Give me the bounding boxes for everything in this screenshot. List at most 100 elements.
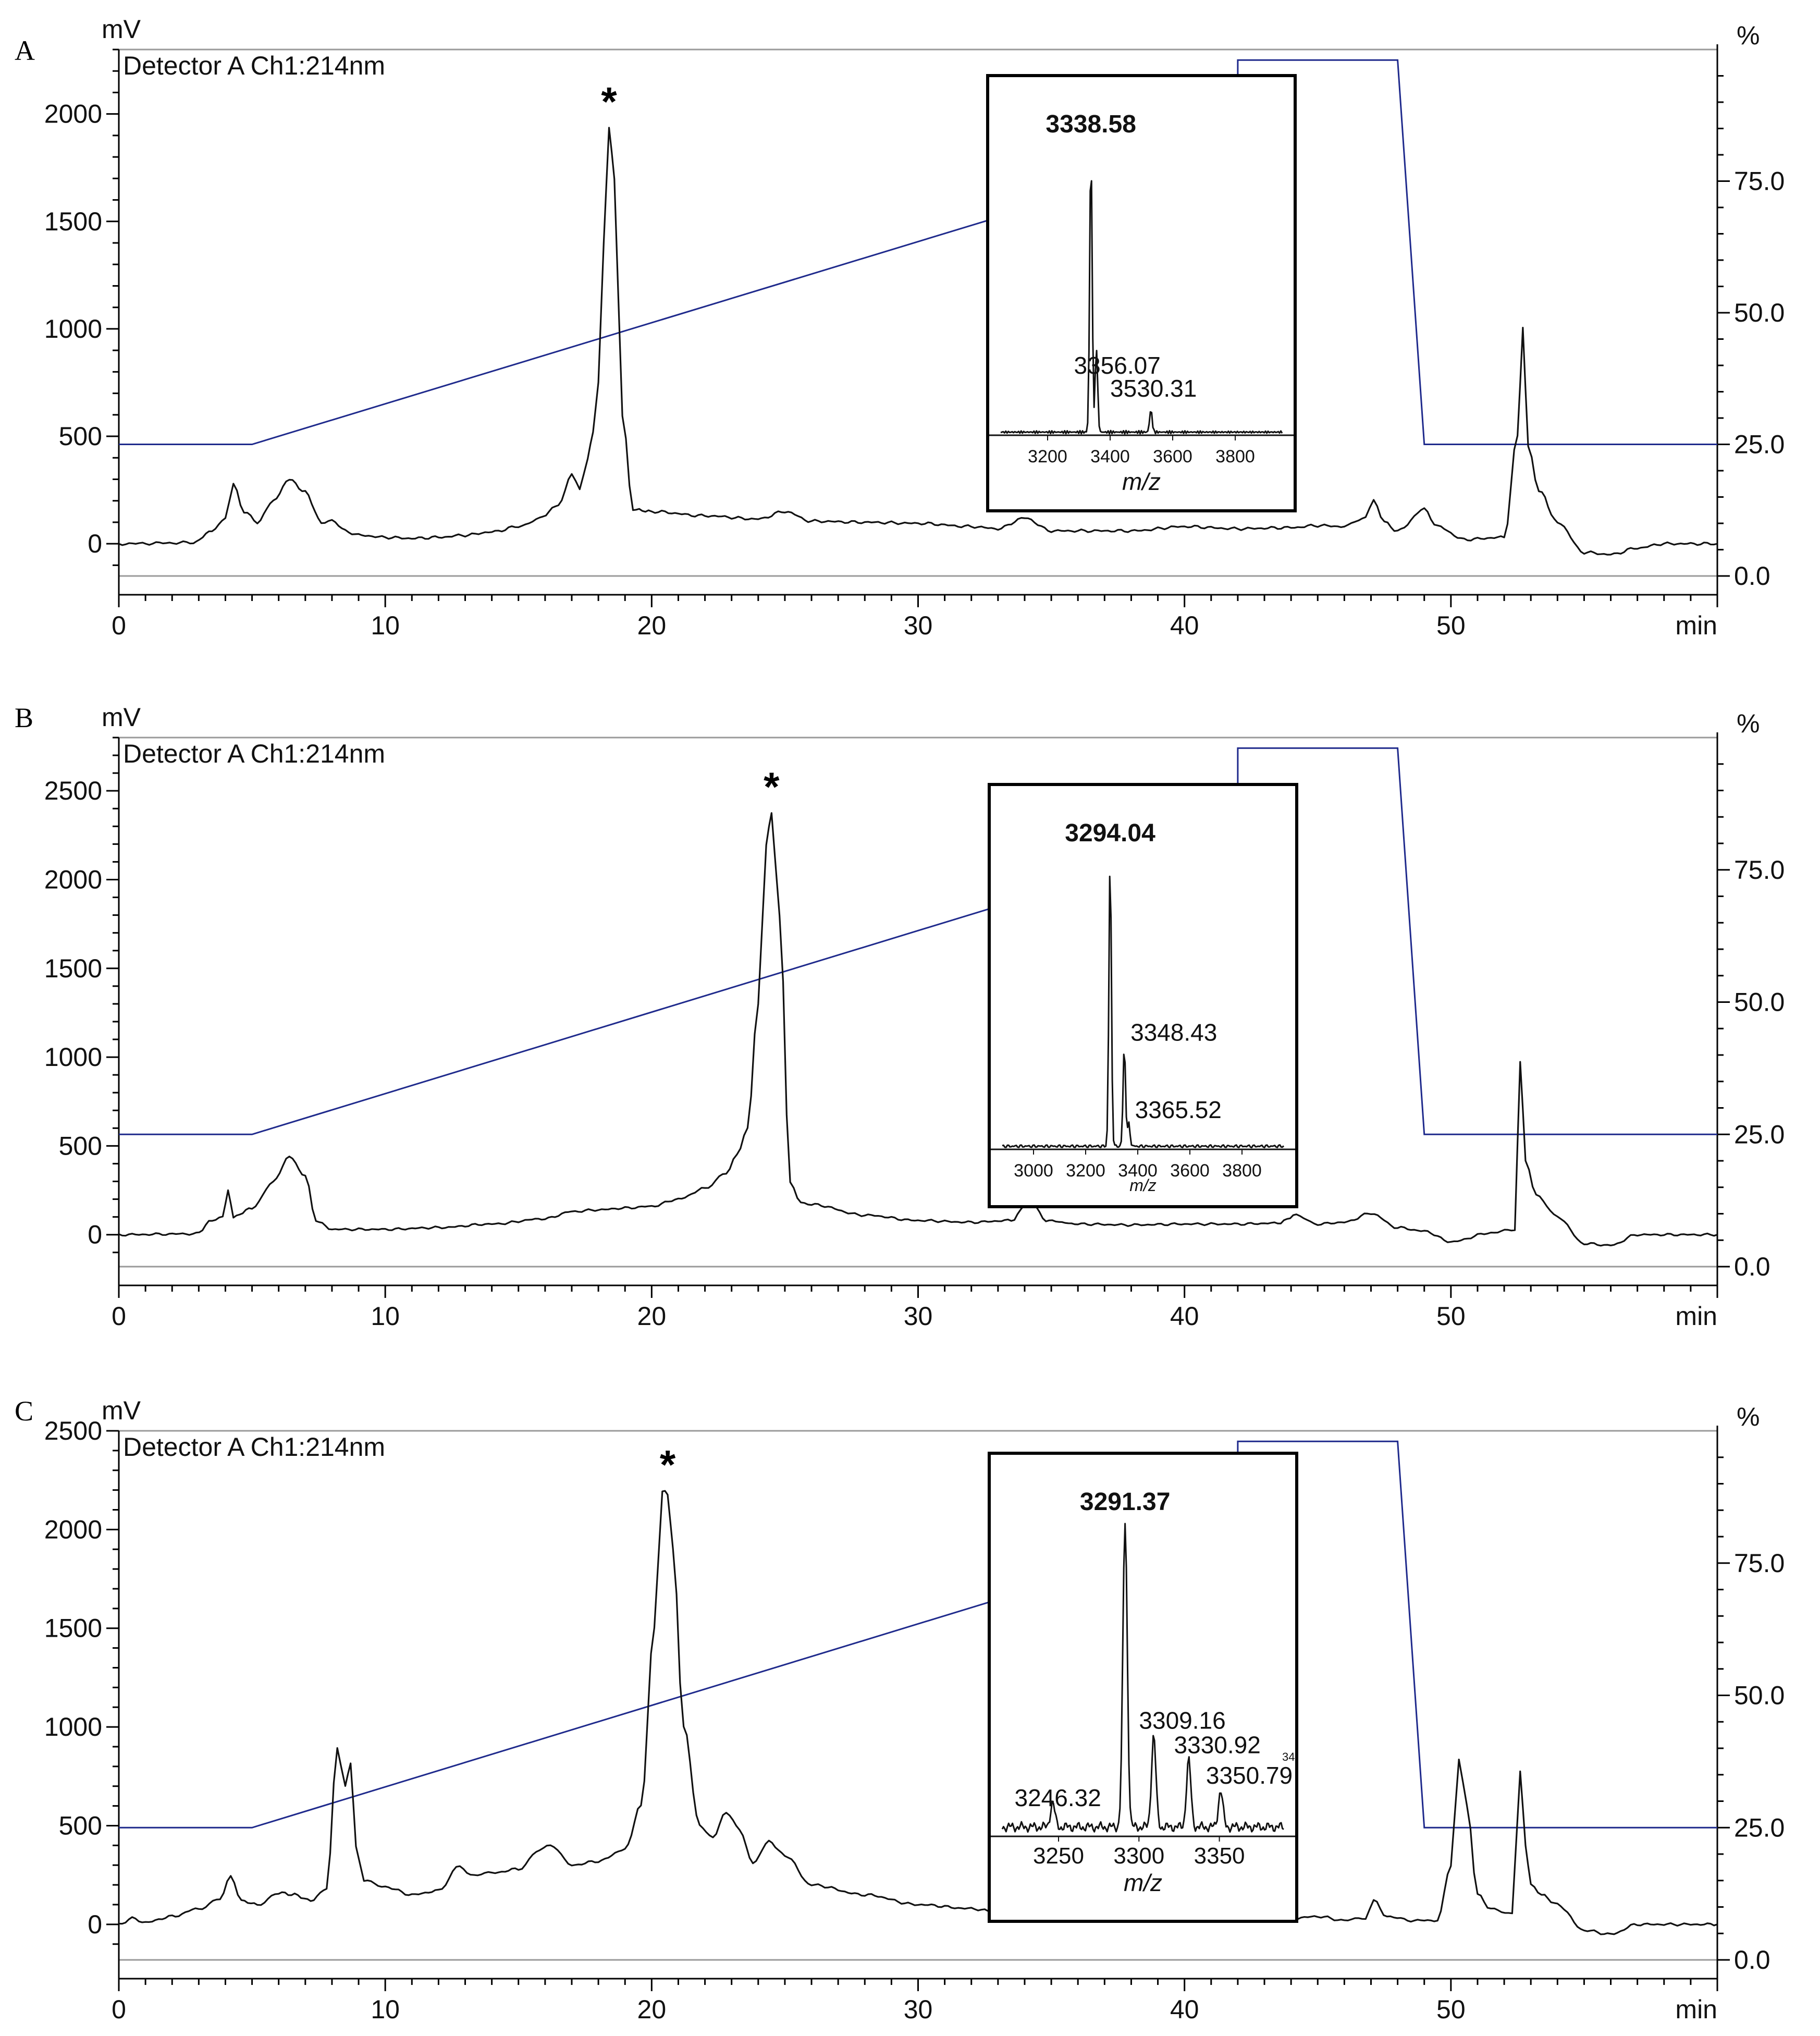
x-tick-label: 30 — [904, 1302, 933, 1331]
y-tick-label-left: 500 — [59, 422, 102, 451]
x-tick-label: 0 — [112, 1995, 126, 2024]
ms-peak-label: 3348.43 — [1130, 1019, 1217, 1046]
ms-inset: 3294.04 3348.43 3365.52 3000 3200 3400 3600 380… — [988, 783, 1298, 1208]
y-tick-label-left: 1500 — [44, 1614, 102, 1643]
peak-marker-asterisk: * — [601, 78, 617, 124]
ms-x-axis-label: m/z — [1122, 468, 1161, 495]
y-tick-label-left: 1500 — [44, 207, 102, 236]
ms-x-tick-label: 3200 — [1066, 1161, 1105, 1181]
ms-x-axis-label: m/z — [1124, 1869, 1162, 1896]
x-tick-label: 40 — [1170, 611, 1199, 640]
ms-x-tick-label: 3600 — [1153, 447, 1192, 467]
y-tick-label-left: 2000 — [44, 1515, 102, 1544]
gradient-line — [119, 59, 1717, 445]
panel-label: A — [15, 35, 35, 66]
peak-marker-asterisk: * — [660, 1442, 676, 1488]
y-axis-label-left: mV — [102, 15, 141, 44]
chromatogram-trace — [118, 127, 1718, 556]
ms-peak-label: 3350.79 — [1206, 1762, 1293, 1789]
ms-spectrum-trace — [1002, 875, 1285, 1148]
x-tick-label: 40 — [1170, 1302, 1199, 1331]
ms-peak-label: 3356.07 — [1074, 352, 1161, 379]
y-tick-label-left: 2500 — [44, 776, 102, 805]
ms-peak-label: 3365.52 — [1135, 1096, 1222, 1123]
gradient-line — [119, 747, 1717, 1135]
y-tick-label-right: 50.0 — [1734, 298, 1785, 327]
x-tick-label: 0 — [112, 611, 126, 640]
y-tick-label-left: 1000 — [44, 1042, 102, 1072]
y-tick-label-left: 2000 — [44, 100, 102, 129]
plot-frame — [118, 737, 1718, 1268]
y-tick-label-right: 75.0 — [1734, 855, 1785, 885]
ms-x-tick-label: 3300 — [1113, 1843, 1164, 1869]
y-tick-label-right: 25.0 — [1734, 1813, 1785, 1842]
x-tick-label: 50 — [1436, 611, 1466, 640]
y-tick-label-right: 25.0 — [1734, 1120, 1785, 1149]
y-tick-label-left: 2000 — [44, 865, 102, 894]
peak-marker-asterisk: * — [764, 764, 780, 810]
ms-peak-label: 3246.32 — [1015, 1784, 1101, 1811]
ms-spectrum-trace — [1001, 1523, 1284, 1833]
y-tick-label-left: 0 — [88, 1910, 102, 1939]
y-tick-label-left: 1000 — [44, 314, 102, 344]
ms-x-axis-label: m/z — [1129, 1176, 1157, 1195]
y-tick-label-right: 50.0 — [1734, 1681, 1785, 1710]
y-tick-label-left: 500 — [59, 1811, 102, 1840]
ms-inset-frame — [988, 783, 1298, 1208]
y-tick-label-left: 1500 — [44, 954, 102, 983]
plot-frame — [118, 48, 1718, 577]
y-tick-label-right: 0.0 — [1734, 1945, 1770, 1974]
y-tick-label-left: 2500 — [44, 1416, 102, 1445]
y-axis-label-right: % — [1737, 21, 1760, 50]
x-tick-label: 40 — [1170, 1995, 1199, 2024]
detector-title: Detector A Ch1:214nm — [123, 51, 385, 80]
x-axis-label: min — [1675, 1302, 1717, 1331]
x-tick-label: 10 — [371, 611, 400, 640]
x-tick-label: 30 — [904, 1995, 933, 2024]
x-tick-label: 20 — [637, 1995, 667, 2024]
ms-peak-label: 3330.92 — [1174, 1731, 1261, 1758]
y-axis-label-right: % — [1737, 1402, 1760, 1431]
ms-x-tick-label: 3800 — [1215, 447, 1255, 467]
chromatogram-trace — [118, 812, 1718, 1247]
ms-x-tick-label: 3400 — [1090, 447, 1130, 467]
detector-title: Detector A Ch1:214nm — [123, 739, 385, 768]
detector-title: Detector A Ch1:214nm — [123, 1432, 385, 1462]
gradient-line — [119, 1440, 1717, 1829]
y-axis-label-left: mV — [102, 703, 141, 732]
x-axis-label: min — [1675, 1995, 1717, 2024]
y-tick-label-right: 0.0 — [1734, 1252, 1770, 1281]
panel-label: B — [15, 702, 33, 733]
x-tick-label: 10 — [371, 1302, 400, 1331]
y-tick-label-right: 75.0 — [1734, 1549, 1785, 1578]
y-tick-label-right: 50.0 — [1734, 988, 1785, 1017]
x-tick-label: 10 — [371, 1995, 400, 2024]
ms-clipped-label: 34 — [1282, 1750, 1295, 1763]
ms-peak-label: 3309.16 — [1139, 1707, 1225, 1734]
chromatogram-trace — [118, 1490, 1718, 1935]
y-axis-label-right: % — [1737, 709, 1760, 738]
ms-x-tick-label: 3400 — [1118, 1161, 1158, 1181]
ms-x-tick-label: 3250 — [1033, 1843, 1084, 1869]
ms-x-tick-label: 3350 — [1194, 1843, 1245, 1869]
y-tick-label-left: 0 — [88, 529, 102, 558]
ms-spectrum-trace — [1000, 180, 1283, 435]
x-axis-label: min — [1675, 611, 1717, 640]
ms-base-peak-label: 3291.37 — [1080, 1488, 1171, 1516]
x-tick-label: 30 — [904, 611, 933, 640]
ms-peak-label: 3530.31 — [1110, 375, 1197, 402]
panel-label: C — [15, 1395, 33, 1427]
ms-x-tick-label: 3800 — [1222, 1161, 1262, 1181]
x-tick-label: 50 — [1436, 1995, 1466, 2024]
y-tick-label-right: 25.0 — [1734, 430, 1785, 459]
ms-inset-frame — [986, 74, 1297, 512]
x-tick-label: 0 — [112, 1302, 126, 1331]
ms-x-tick-label: 3000 — [1014, 1161, 1053, 1181]
plot-frame — [118, 1430, 1718, 1961]
y-tick-label-left: 0 — [88, 1220, 102, 1249]
